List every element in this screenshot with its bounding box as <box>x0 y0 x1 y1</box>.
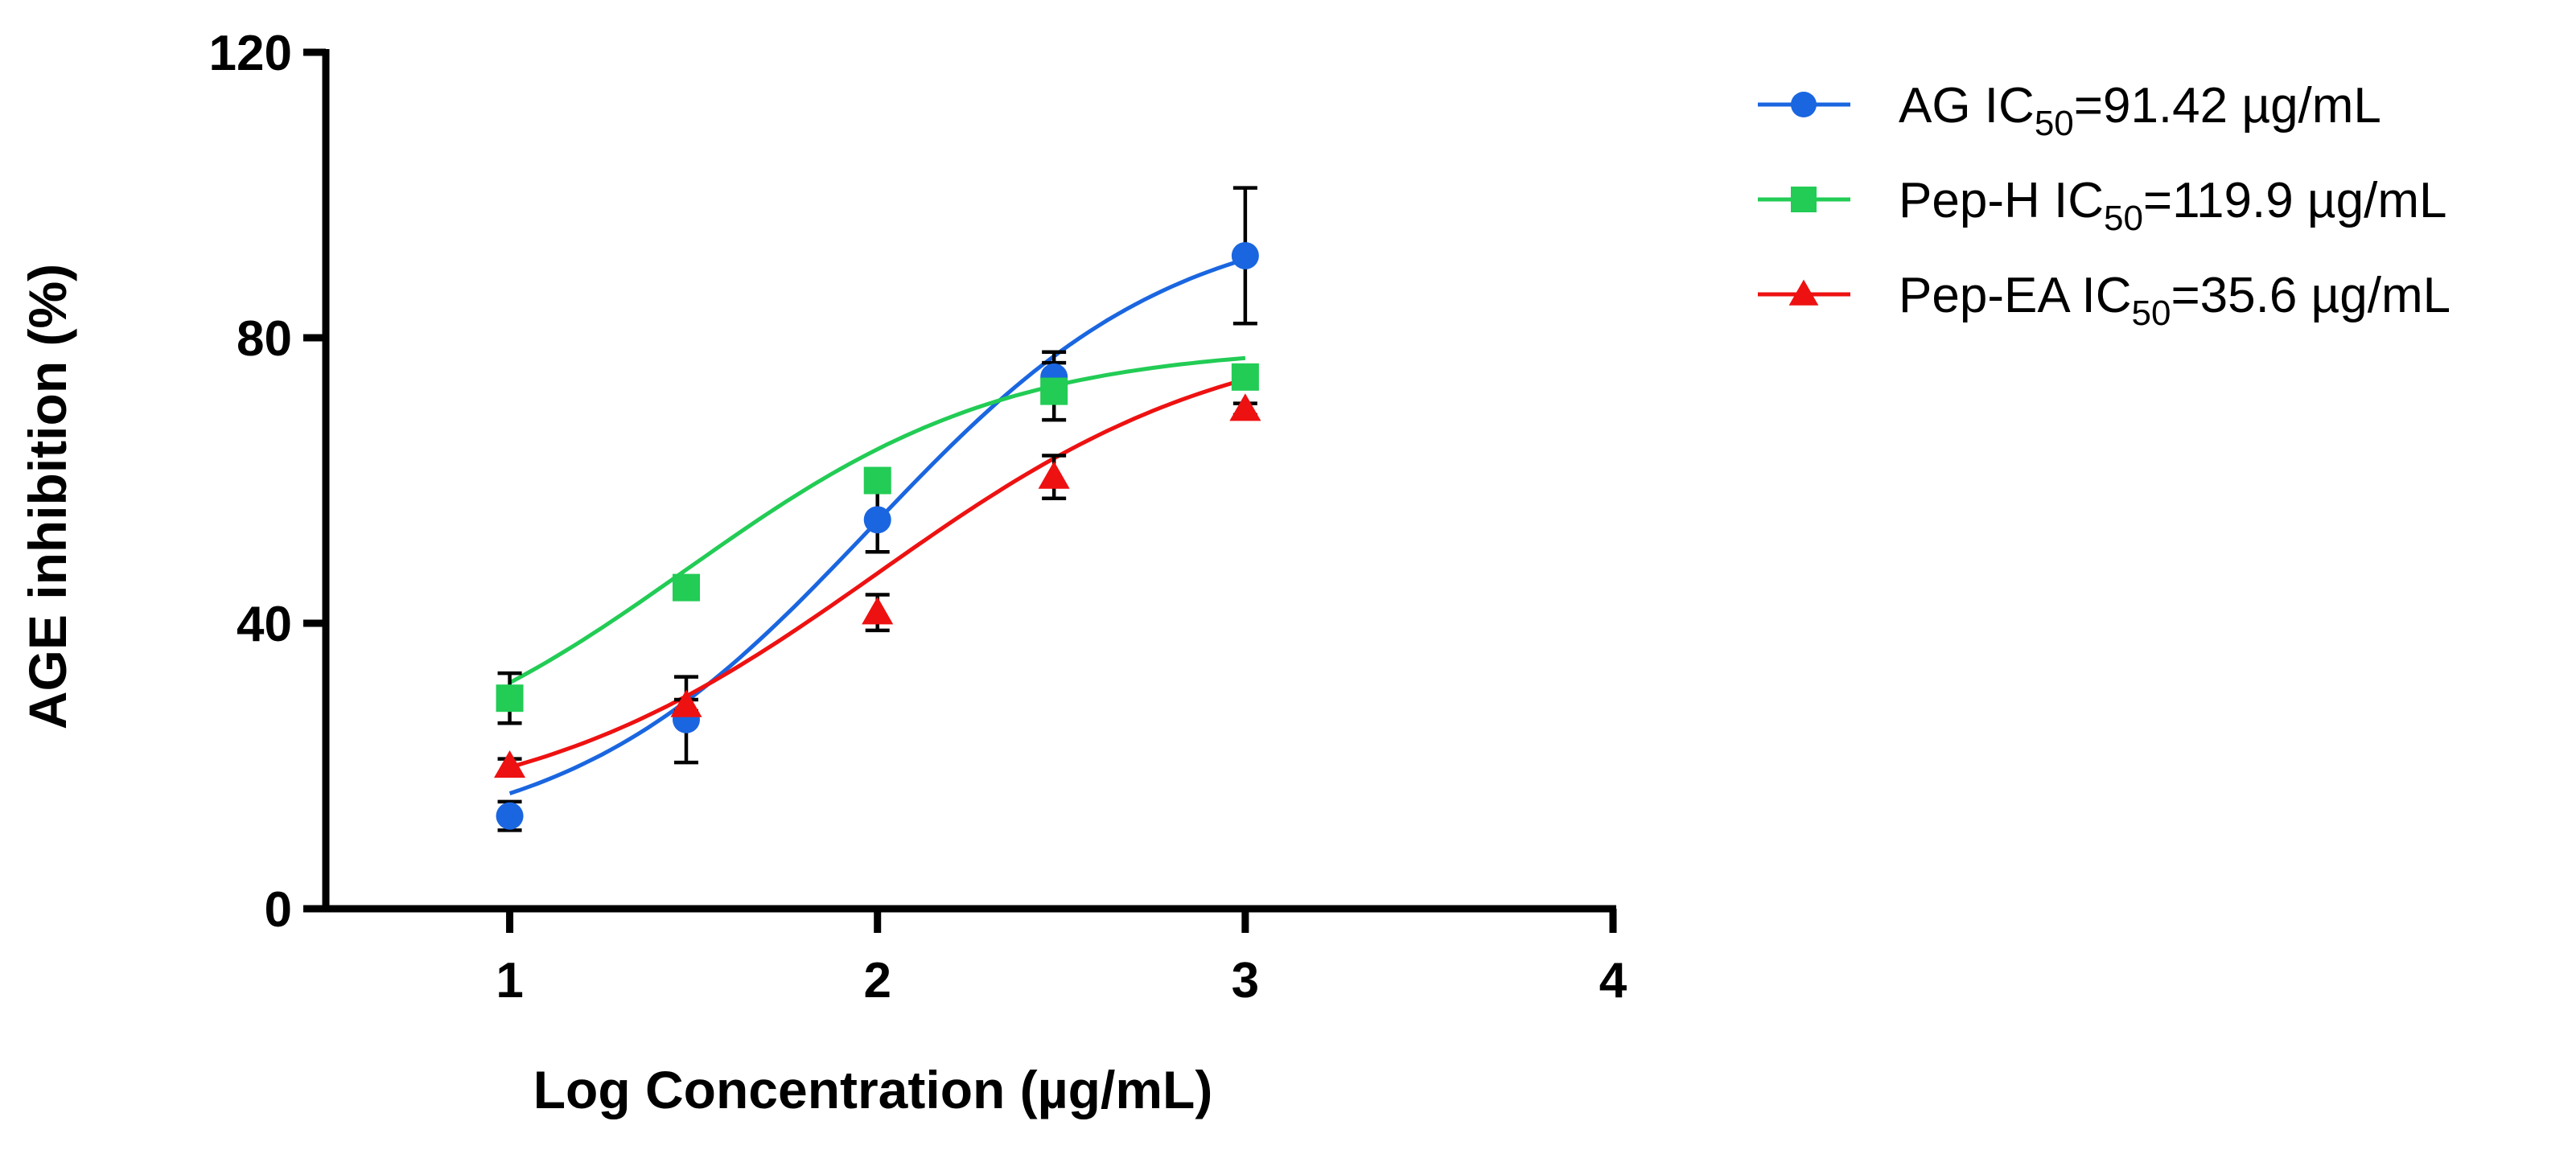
legend-label-pep-h: Pep-H IC50=119.9 µg/mL <box>1899 173 2446 238</box>
data-point-pep-h <box>1040 377 1068 405</box>
legend-label-pep-ea: Pep-EA IC50=35.6 µg/mL <box>1899 268 2450 333</box>
data-point-pep-h <box>863 466 891 495</box>
data-point-pep-ea <box>494 750 526 778</box>
y-tick-label: 80 <box>237 311 292 367</box>
legend-label-subscript: 50 <box>2035 104 2074 143</box>
data-point-pep-ea <box>862 597 894 625</box>
data-point-ag <box>863 506 891 534</box>
y-tick-label: 120 <box>209 26 292 81</box>
x-tick-label: 1 <box>496 953 523 1008</box>
y-tick-label: 40 <box>237 597 292 652</box>
legend-marker-pep-ea <box>1788 279 1819 306</box>
legend-label-subscript: 50 <box>2104 199 2143 238</box>
x-tick-label: 2 <box>863 953 891 1008</box>
axes: 0 40 80 120 1 2 3 4 Log Concentration (µg/mL) AGE… <box>18 26 1627 1119</box>
y-tick-label: 0 <box>265 882 292 938</box>
y-axis-title: AGE inhibition (%) <box>18 264 77 729</box>
legend-label-text: AG IC <box>1899 78 2035 133</box>
legend-label-subscript: 50 <box>2131 294 2171 333</box>
x-tick-label: 4 <box>1599 953 1627 1008</box>
legend-marker-pep-h <box>1791 187 1817 212</box>
x-axis-title: Log Concentration (µg/mL) <box>533 1060 1213 1119</box>
legend-label-text: Pep-H IC <box>1899 173 2104 228</box>
data-point-pep-ea <box>1038 461 1070 489</box>
legend-marker-ag <box>1791 92 1817 117</box>
legend-label-value: =35.6 µg/mL <box>2171 268 2450 323</box>
data-point-pep-h <box>1231 363 1259 391</box>
legend-label-ag: AG IC50=91.42 µg/mL <box>1899 78 2381 143</box>
fit-curve-pep-h <box>508 355 1246 685</box>
x-tick-label: 3 <box>1232 953 1259 1008</box>
data-point-ag <box>1231 241 1259 269</box>
legend-label-text: Pep-EA IC <box>1899 268 2131 323</box>
data-point-pep-h <box>673 573 700 602</box>
legend-label-value: =91.42 µg/mL <box>2074 78 2381 133</box>
fit-curve-pep-ea <box>508 377 1246 770</box>
data-point-pep-ea <box>1229 393 1261 421</box>
data-point-pep-h <box>496 684 524 713</box>
data-markers <box>494 241 1261 830</box>
legend-label-value: =119.9 µg/mL <box>2143 173 2447 228</box>
data-point-pep-ea <box>670 689 702 717</box>
data-point-ag <box>496 802 524 830</box>
